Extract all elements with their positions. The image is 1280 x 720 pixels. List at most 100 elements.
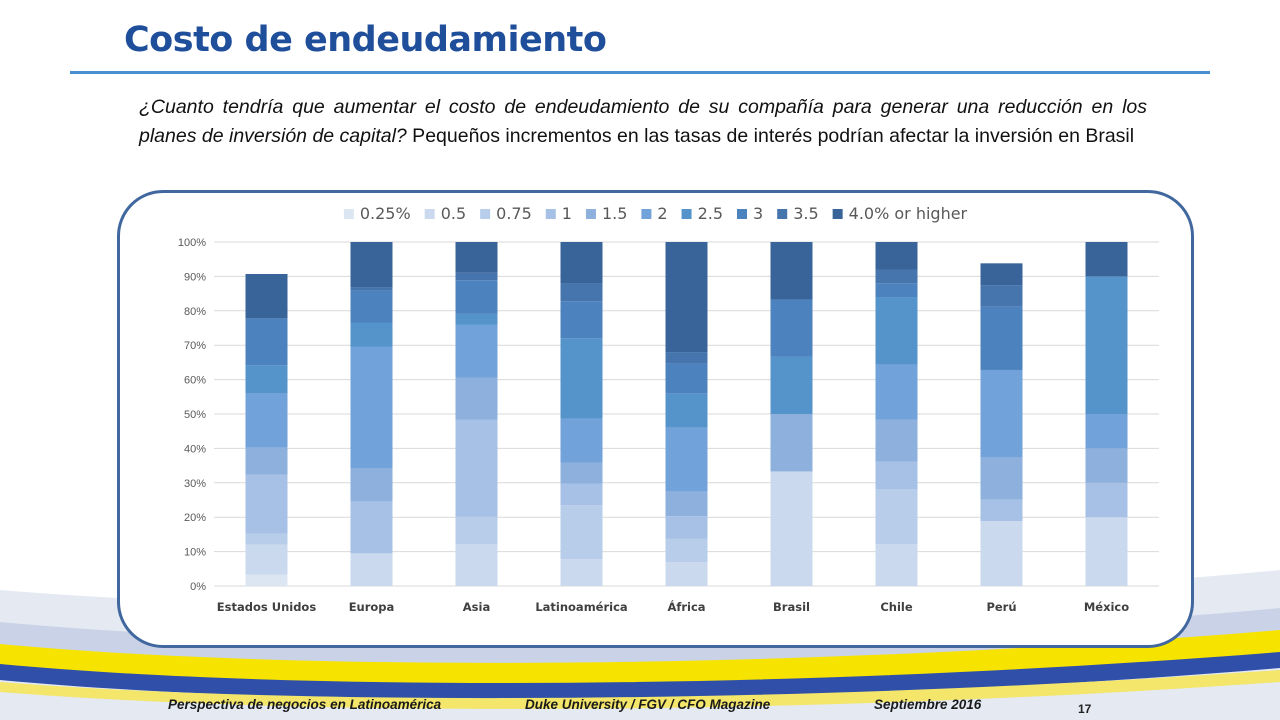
bar-segment (665, 363, 708, 394)
bar-segment (455, 313, 498, 325)
y-tick-label: 100% (178, 237, 206, 249)
bar-segment (980, 263, 1023, 286)
legend-swatch (832, 209, 843, 219)
footer-right: Septiembre 2016 (874, 697, 982, 712)
x-tick-label: Brasil (773, 600, 810, 614)
legend-swatch (480, 209, 491, 219)
y-tick-label: 60% (184, 375, 206, 387)
legend-label: 2.5 (698, 204, 723, 223)
bar-segment (560, 462, 603, 484)
y-tick-label: 0% (190, 581, 206, 593)
bar-segment (350, 468, 393, 502)
legend-label: 4.0% or higher (849, 204, 968, 223)
x-tick-label: Latinoamérica (535, 600, 627, 614)
legend-label: 0.5 (441, 204, 466, 223)
bar-segment (245, 365, 288, 394)
bar-segment (875, 242, 918, 270)
bar-segment (455, 324, 498, 378)
bar-segment (980, 285, 1023, 307)
bar-segment (350, 242, 393, 288)
bar-segment (245, 447, 288, 475)
y-tick-label: 70% (184, 340, 206, 352)
bar-segment (1085, 517, 1128, 586)
legend-swatch (545, 209, 556, 219)
bar-segment (875, 364, 918, 420)
legend-swatch (777, 209, 788, 219)
bar-segment (1085, 242, 1128, 277)
legend-swatch (585, 209, 596, 219)
title-underline (70, 71, 1210, 74)
footer-left: Perspectiva de negocios en Latinoamérica (168, 697, 442, 712)
bar-segment (245, 318, 288, 366)
bar-segment (455, 419, 498, 517)
legend-label: 0.25% (360, 204, 411, 223)
y-tick-label: 50% (184, 409, 206, 421)
bar-segment (980, 369, 1023, 457)
bar-segment (560, 301, 603, 339)
legend-label: 3.5 (793, 204, 818, 223)
y-tick-label: 30% (184, 478, 206, 490)
legend-swatch (681, 209, 692, 219)
bar-segment (665, 562, 708, 586)
bar-segment (875, 283, 918, 298)
bar-segment (980, 520, 1023, 586)
question-italic: ¿Cuanto tendría que aumentar el costo de… (139, 96, 1147, 147)
bar-segment (245, 474, 288, 534)
bar-segment (875, 269, 918, 284)
question-conclusion: Pequeños incrementos en las tasas de int… (406, 125, 1135, 147)
bar-segment (560, 242, 603, 284)
bar-segment (875, 544, 918, 586)
bar-segment (665, 516, 708, 539)
bar-segment (1085, 414, 1128, 449)
x-tick-label: Asia (463, 600, 490, 614)
legend-swatch (343, 209, 354, 219)
bar-segment (980, 306, 1023, 370)
legend-label: 1 (562, 204, 572, 223)
bar-segment (245, 393, 288, 448)
y-tick-label: 20% (184, 512, 206, 524)
bar-segment (455, 516, 498, 545)
bar-segment (1085, 482, 1128, 518)
bar-segment (875, 488, 918, 545)
x-tick-label: Estados Unidos (217, 600, 317, 614)
bar-segment (245, 273, 288, 319)
bar-segment (560, 505, 603, 560)
x-tick-label: África (667, 599, 705, 614)
page-number: 17 (1078, 702, 1092, 716)
bar-segment (665, 242, 708, 353)
legend-label: 2 (657, 204, 667, 223)
bar-segment (875, 297, 918, 365)
bar-segment (560, 338, 603, 419)
stacked-bar-chart: 0% 10% 20% 30% 40% 50% 60% 70% 80% 90% 100% Estados… (178, 204, 1159, 614)
bar-segment (665, 393, 708, 428)
bar-segment (350, 290, 393, 323)
legend-label: 1.5 (602, 204, 627, 223)
bar-segment (455, 272, 498, 281)
legend-swatch (641, 209, 652, 219)
bar-segment (1085, 448, 1128, 483)
y-tick-label: 90% (184, 271, 206, 283)
bar-segment (560, 283, 603, 302)
x-tick-label: Chile (880, 600, 913, 614)
bar-segment (560, 418, 603, 463)
bar-segment (875, 461, 918, 489)
bar-segment (560, 483, 603, 506)
bar-segment (1085, 276, 1128, 414)
y-tick-label: 80% (184, 306, 206, 318)
bar-segment (245, 574, 288, 586)
bar-segment (455, 242, 498, 273)
bar-segment (980, 499, 1023, 521)
bar-segment (245, 544, 288, 575)
slide-title: Costo de endeudamiento (124, 20, 607, 60)
bar-segment (770, 299, 813, 357)
x-tick-label: México (1084, 600, 1129, 614)
bar-segment (350, 322, 393, 347)
bar-segment (245, 533, 288, 545)
legend-swatch (737, 209, 748, 219)
bar-segment (455, 544, 498, 586)
bar-segment (665, 352, 708, 364)
bar-segment (665, 491, 708, 517)
footer-center: Duke University / FGV / CFO Magazine (525, 697, 771, 712)
y-tick-label: 40% (184, 443, 206, 455)
bar-segment (875, 419, 918, 462)
